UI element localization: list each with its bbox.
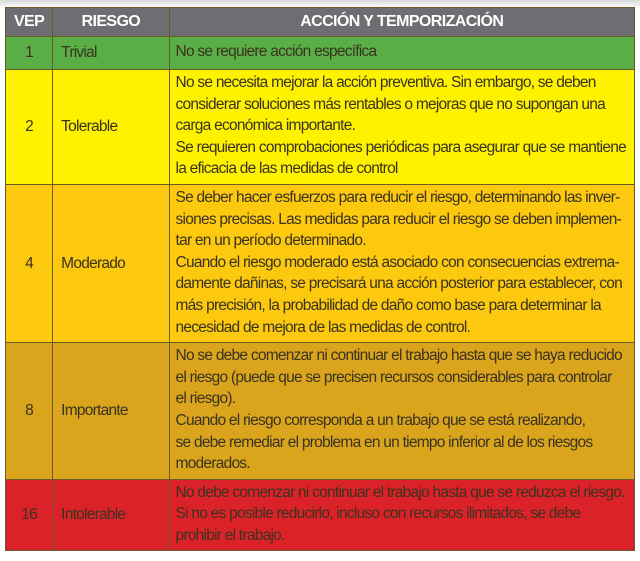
table-row: 2 Tolerable No se necesita mejorar la acci…	[4, 69, 636, 185]
accion-cell: No se requiere acción específica	[168, 36, 636, 70]
accion-text-line: necesidad de mejora de las medidas de co…	[175, 318, 471, 336]
accion-text-line: No se debe comenzar ni continuar el trab…	[175, 347, 623, 365]
accion-text-line: tar en un período determinado.	[175, 232, 367, 250]
vep-cell: 8	[4, 342, 54, 480]
accion-text-line: Si no es posible reducirlo, incluso con …	[175, 505, 582, 523]
accion-cell: No debe comenzar ni continuar el trabajo…	[168, 478, 636, 552]
riesgo-cell: Moderado	[52, 183, 170, 344]
vep-cell: 16	[4, 478, 54, 552]
accion-cell: Se deber hacer esfuerzos para reducir el…	[168, 183, 636, 344]
riesgo-cell: Tolerable	[52, 69, 170, 185]
header-riesgo: RIESGO	[52, 7, 170, 37]
table-row: 16 Intolerable No debe comenzar ni continu…	[4, 478, 636, 552]
accion-text-line: el riesgo).	[175, 390, 237, 408]
accion-cell: No se necesita mejorar la acción prevent…	[168, 69, 636, 185]
accion-text-line: moderados.	[175, 455, 251, 473]
accion-text-line: Cuando el riesgo moderado está asociado …	[175, 253, 620, 271]
accion-text-line: se debe remediar el problema en un tiemp…	[175, 433, 594, 451]
header-vep: VEP	[4, 7, 54, 37]
risk-action-table: VEP RIESGO ACCIÓN Y TEMPORIZACIÓN 1 Trivi…	[4, 7, 636, 552]
accion-text-line: No se requiere acción específica	[175, 43, 378, 61]
accion-text-line: el riesgo (puede que se precisen recurso…	[175, 368, 613, 386]
accion-text-line: Se deber hacer esfuerzos para reducir el…	[175, 188, 621, 206]
top-shadow	[0, 0, 640, 8]
accion-text-line: Se requieren comprobaciones periódicas p…	[175, 138, 627, 156]
table-row: 1 Trivial No se requiere acción específica	[4, 36, 636, 70]
accion-text-line: carga económica importante.	[175, 117, 356, 135]
table-header-row: VEP RIESGO ACCIÓN Y TEMPORIZACIÓN	[4, 7, 636, 37]
accion-text-line: prohibir el trabajo.	[175, 526, 286, 544]
accion-text-line: siones precisas. Las medidas para reduci…	[175, 210, 622, 228]
accion-text-line: Cuando el riesgo corresponda a un trabaj…	[175, 411, 586, 429]
accion-text-line: No se necesita mejorar la acción prevent…	[175, 74, 597, 91]
table-row: 4 Moderado Se deber hacer esfuerzos para r…	[4, 183, 636, 344]
vep-cell: 2	[4, 69, 54, 185]
table-row: 8 Importante No se debe comenzar ni contin…	[4, 342, 636, 480]
riesgo-cell: Importante	[52, 342, 170, 480]
accion-text-line: damente dañinas, se precisará una acción…	[175, 275, 623, 293]
riesgo-cell: Trivial	[52, 36, 170, 70]
accion-cell: No se debe comenzar ni continuar el trab…	[168, 342, 636, 480]
header-accion: ACCIÓN Y TEMPORIZACIÓN	[168, 7, 636, 37]
vep-cell: 1	[4, 36, 54, 70]
accion-text-line: considerar soluciones más rentables o me…	[175, 95, 606, 113]
accion-text-line: la eficacia de las medidas de control	[175, 160, 399, 178]
riesgo-cell: Intolerable	[52, 478, 170, 552]
accion-text-line: más precisión, la probabilidad de daño c…	[175, 296, 602, 314]
vep-cell: 4	[4, 183, 54, 344]
accion-text-line: No debe comenzar ni continuar el trabajo…	[175, 483, 626, 501]
